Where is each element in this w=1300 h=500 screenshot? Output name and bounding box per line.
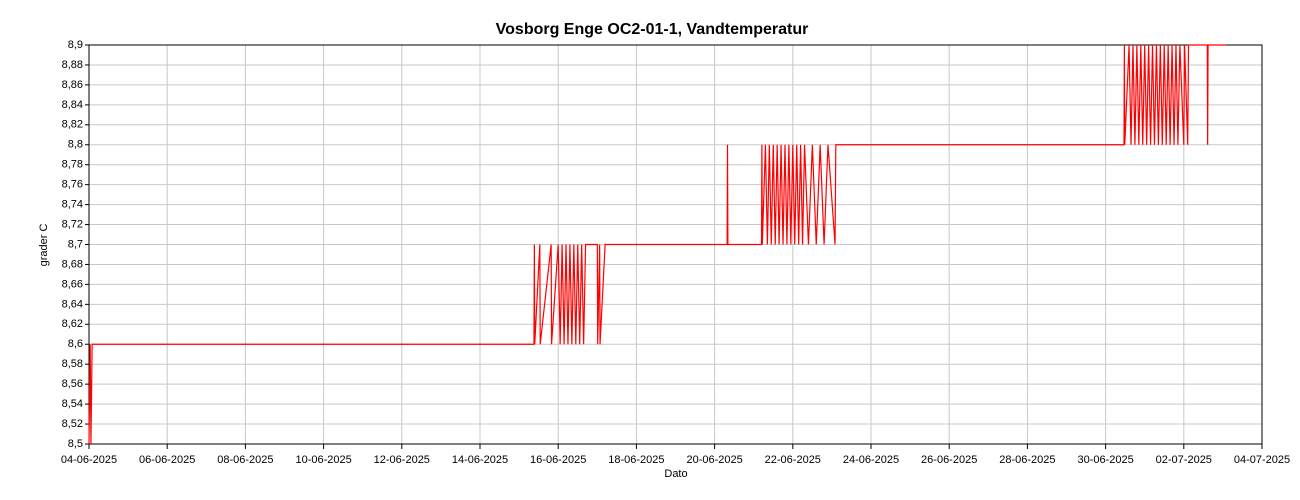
y-tick-label: 8,62 — [62, 318, 83, 330]
x-tick-label: 14-06-2025 — [452, 454, 508, 466]
y-tick-label: 8,78 — [62, 159, 83, 171]
x-tick-label: 28-06-2025 — [999, 454, 1055, 466]
y-tick-label: 8,58 — [62, 358, 83, 370]
x-tick-label: 02-07-2025 — [1156, 454, 1212, 466]
x-tick-label: 20-06-2025 — [686, 454, 742, 466]
x-tick-label: 24-06-2025 — [843, 454, 899, 466]
plot-frame — [88, 44, 1263, 445]
y-tick-label: 8,9 — [68, 39, 83, 51]
x-tick-label: 30-06-2025 — [1077, 454, 1133, 466]
y-axis-label: grader C — [38, 224, 50, 267]
x-tick-label: 08-06-2025 — [217, 454, 273, 466]
y-tick-label: 8,56 — [62, 378, 83, 390]
y-tick-label: 8,8 — [68, 139, 83, 151]
x-axis-label: Dato — [664, 468, 687, 480]
x-tick-label: 22-06-2025 — [765, 454, 821, 466]
y-tick-label: 8,84 — [62, 99, 83, 111]
x-tick-label: 04-06-2025 — [61, 454, 117, 466]
y-tick-label: 8,54 — [62, 398, 83, 410]
x-tick-label: 18-06-2025 — [608, 454, 664, 466]
y-tick-label: 8,6 — [68, 338, 83, 350]
y-tick-label: 8,82 — [62, 119, 83, 131]
x-tick-label: 12-06-2025 — [374, 454, 430, 466]
y-tick-label: 8,72 — [62, 218, 83, 230]
y-tick-label: 8,74 — [62, 199, 83, 211]
chart-title: Vosborg Enge OC2-01-1, Vandtemperatur — [496, 21, 809, 38]
y-tick-label: 8,86 — [62, 79, 83, 91]
x-tick-label: 16-06-2025 — [530, 454, 586, 466]
x-tick-label: 06-06-2025 — [139, 454, 195, 466]
y-tick-label: 8,7 — [68, 238, 83, 250]
y-tick-label: 8,64 — [62, 298, 83, 310]
data-line — [88, 44, 1227, 445]
y-tick-label: 8,88 — [62, 59, 83, 71]
y-tick-label: 8,76 — [62, 179, 83, 191]
x-tick-label: 26-06-2025 — [921, 454, 977, 466]
y-tick-label: 8,5 — [68, 438, 83, 450]
y-tick-label: 8,66 — [62, 278, 83, 290]
y-tick-label: 8,52 — [62, 418, 83, 430]
x-tick-label: 04-07-2025 — [1234, 454, 1290, 466]
y-tick-label: 8,68 — [62, 258, 83, 270]
x-tick-label: 10-06-2025 — [295, 454, 351, 466]
